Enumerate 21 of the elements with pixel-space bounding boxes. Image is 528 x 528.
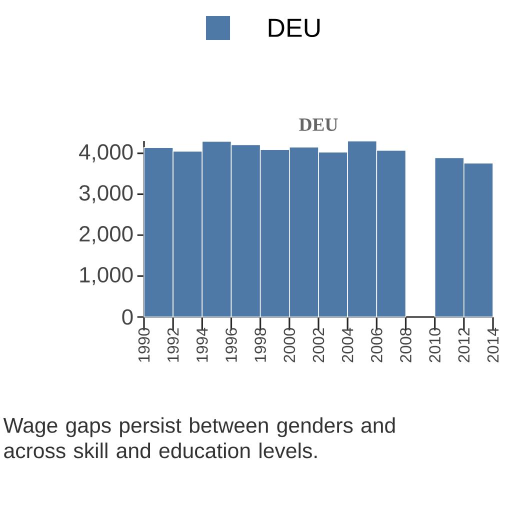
x-tick-label: 2014 xyxy=(487,328,499,362)
x-tick-label: 1992 xyxy=(167,328,179,362)
text: DEU xyxy=(268,18,320,38)
y-tick-label: 2,000 xyxy=(80,226,133,244)
y-tick-label: 4,000 xyxy=(79,144,133,162)
x-tick-label: 2004 xyxy=(342,328,354,362)
x-tick-label: 2008 xyxy=(400,328,412,362)
x-tick-label: 2002 xyxy=(312,328,324,362)
text: Wage gaps persist between genders and across skill and education levels. xyxy=(3,417,395,458)
x-tick-label: 2000 xyxy=(284,328,296,362)
x-tick-label: 1996 xyxy=(226,328,237,362)
y-tick-label: 1,000 xyxy=(80,266,133,286)
x-tick-label: 1990 xyxy=(138,328,150,362)
x-tick-label: 1994 xyxy=(196,328,208,362)
y-tick-label: 3,000 xyxy=(79,185,133,204)
x-tick-label: 2012 xyxy=(458,328,470,362)
x-tick-label: 2006 xyxy=(371,328,382,362)
chart-title: DEU xyxy=(299,118,338,131)
y-tick-label: 0 xyxy=(122,309,133,325)
x-tick-label: 1998 xyxy=(254,328,266,362)
x-tick-label: 2010 xyxy=(429,328,440,362)
